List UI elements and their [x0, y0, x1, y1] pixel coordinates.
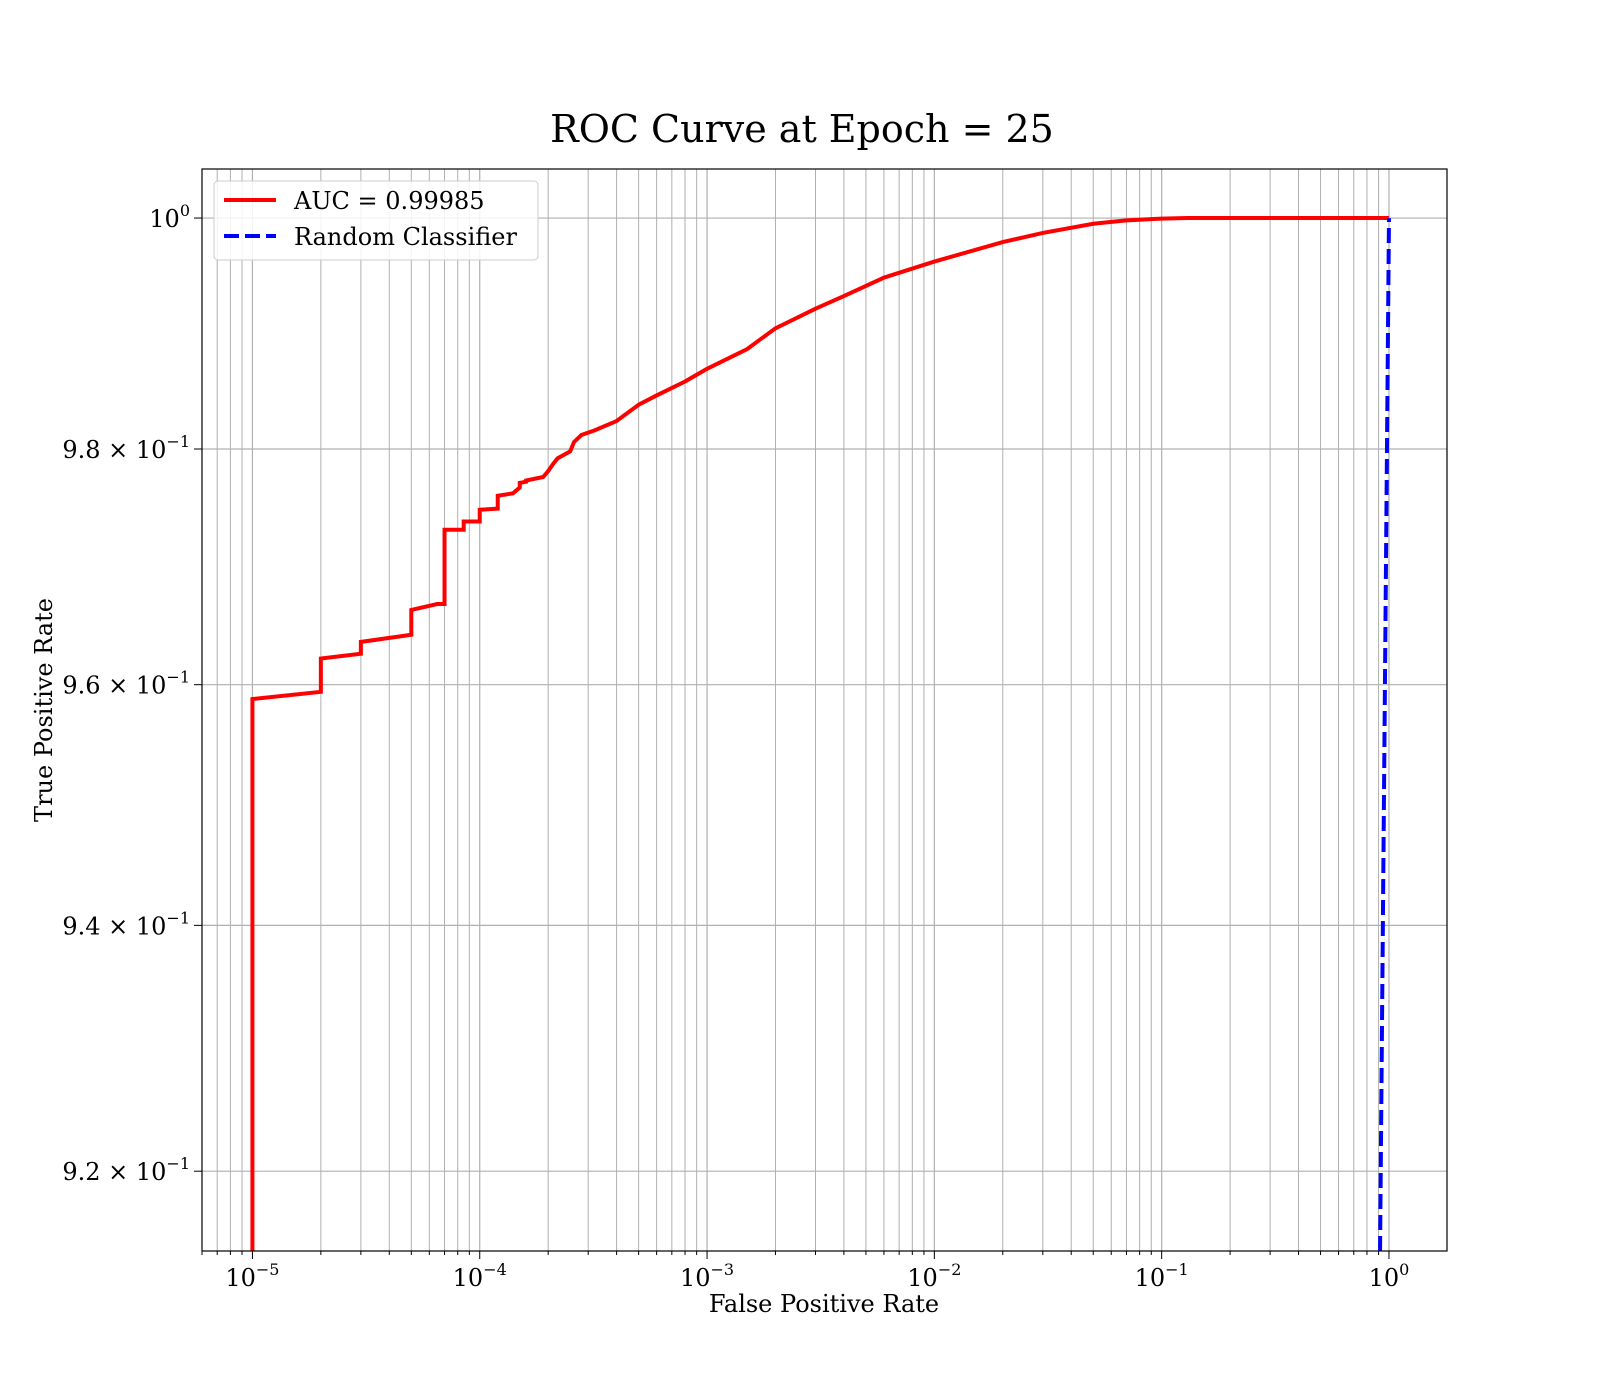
roc-curve-line [250, 216, 1389, 1251]
y-tick-label: 9.8 × 10−1 [62, 432, 190, 464]
y-tick-label: 9.4 × 10−1 [62, 908, 190, 940]
plot-frame [201, 168, 1448, 1252]
grid-lines [201, 169, 1447, 1251]
y-tick-label: 100 [149, 201, 190, 233]
legend: AUC = 0.99985 Random Classifier [213, 180, 539, 261]
axis-ticks: 9.2 × 10−1 9.4 × 10−1 9.6 × 10−1 9.8 × 10−1… [62, 201, 1409, 1292]
y-axis-label: True Positive Rate [30, 598, 58, 822]
x-tick-label: 10−5 [225, 1260, 279, 1292]
random-classifier-line [1378, 218, 1391, 1251]
y-tick-label: 9.6 × 10−1 [62, 668, 190, 700]
x-axis-label: False Positive Rate [709, 1290, 939, 1318]
legend-box [213, 180, 539, 261]
x-tick-label: 10−4 [453, 1260, 507, 1292]
y-tick-label: 9.2 × 10−1 [62, 1154, 190, 1186]
x-tick-label: 10−3 [680, 1260, 734, 1292]
legend-label-auc: AUC = 0.99985 [293, 187, 485, 215]
chart-title: ROC Curve at Epoch = 25 [550, 107, 1054, 151]
x-tick-label: 10−2 [907, 1260, 961, 1292]
legend-label-random: Random Classifier [294, 223, 517, 251]
x-tick-label: 10−1 [1135, 1260, 1189, 1292]
x-tick-label: 100 [1369, 1260, 1410, 1292]
series-lines [250, 216, 1391, 1251]
